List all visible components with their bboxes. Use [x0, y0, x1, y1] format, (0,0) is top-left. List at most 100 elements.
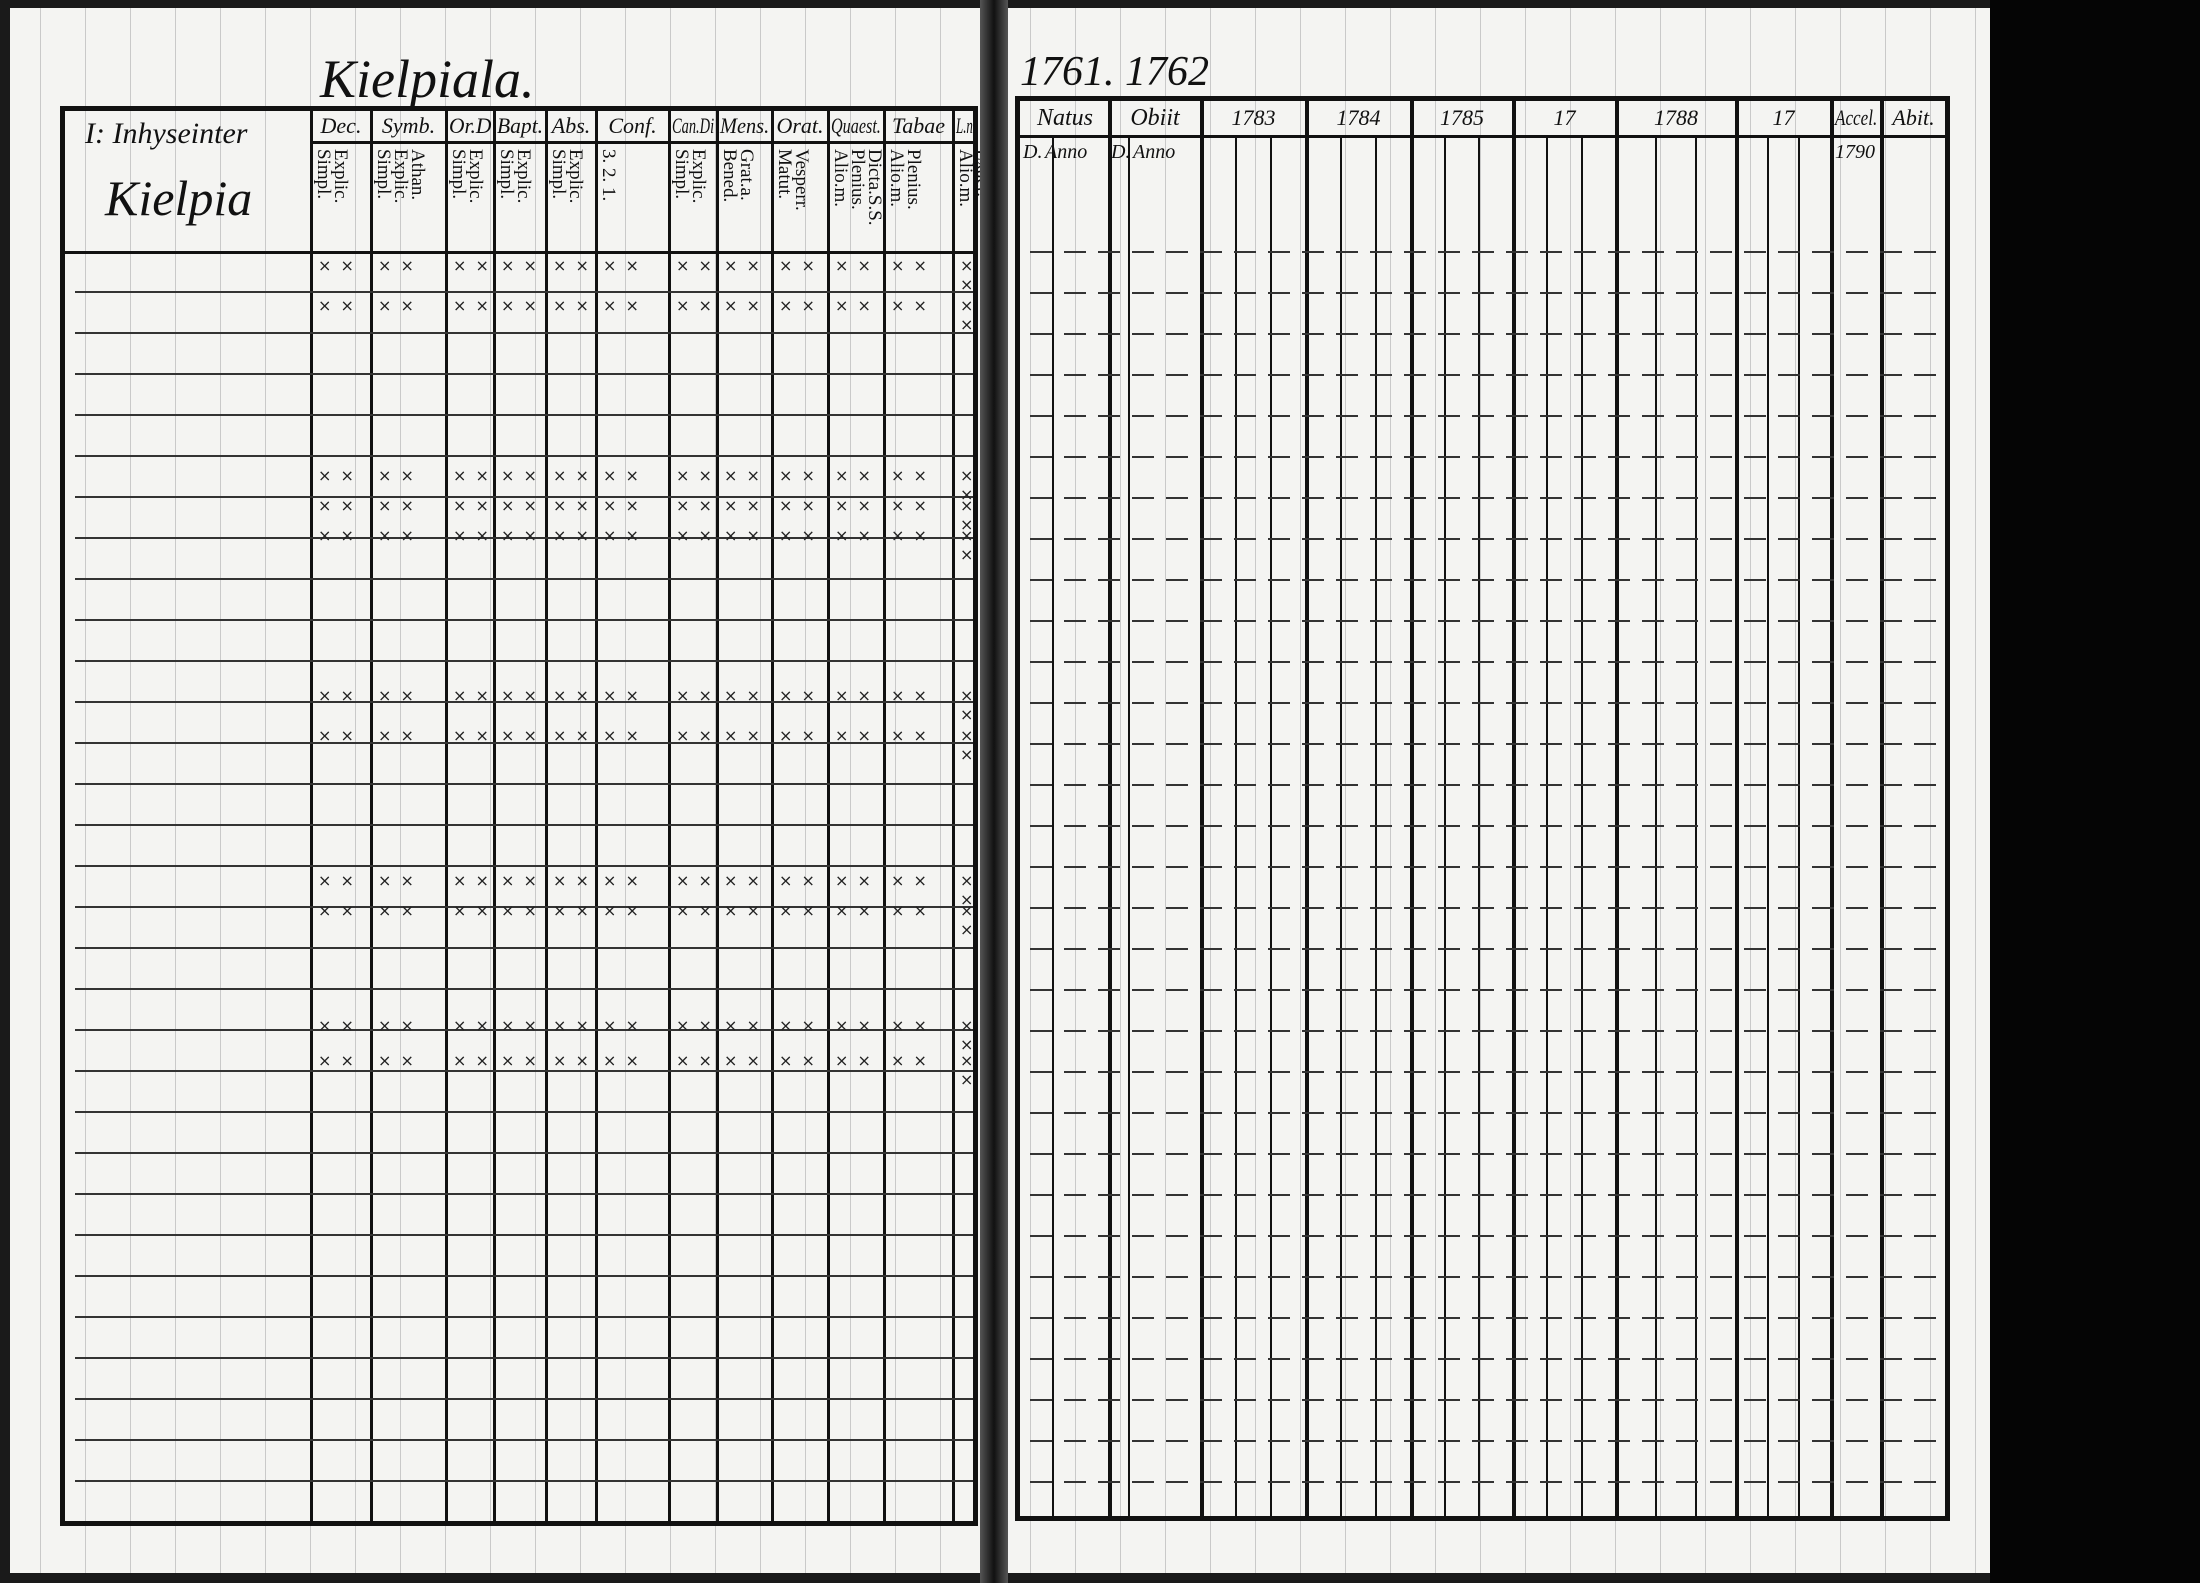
tick-mark: × × [724, 686, 762, 705]
page-title: Kielpiala. [320, 49, 535, 109]
tick-mark: × × [553, 901, 591, 920]
tick-mark: × × [501, 871, 539, 890]
column-subheader: Explic. Simpl. [448, 149, 486, 204]
tick-mark: × × [960, 901, 976, 939]
column-divider [1735, 101, 1739, 1516]
column-subheader: Explic. Simpl. [671, 149, 709, 204]
tick-mark: × × [553, 1051, 591, 1070]
tick-mark: × × [501, 296, 539, 315]
tick-mark: × × [453, 466, 491, 485]
column-header: Mens. [720, 113, 770, 138]
column-header: 17 [1772, 105, 1795, 130]
row-rule [75, 1193, 973, 1195]
tick-mark: × × [318, 466, 356, 485]
row-rule [75, 496, 973, 498]
column-divider [1615, 101, 1619, 1516]
tick-mark: × × [835, 686, 873, 705]
column-header: Conf. [608, 113, 657, 138]
tick-mark: × × [960, 526, 976, 564]
tick-mark: × × [318, 871, 356, 890]
tick-mark: × × [676, 1016, 714, 1035]
column-divider [545, 111, 548, 1521]
column-divider [668, 111, 671, 1521]
tick-mark: × × [960, 296, 976, 334]
tick-mark: × × [553, 256, 591, 275]
tick-mark: × × [603, 686, 641, 705]
tick-mark: × × [779, 296, 817, 315]
left-page: Kielpiala. I: Inhyseinter Kielpia Dec. Ex… [10, 8, 993, 1573]
tick-mark: × × [453, 296, 491, 315]
tick-mark: × × [724, 496, 762, 515]
column-subheader: Explic. Simpl. [496, 149, 534, 204]
tick-mark: × × [501, 526, 539, 545]
tick-mark: × × [318, 901, 356, 920]
tick-mark: × × [378, 256, 416, 275]
tick-mark: × × [603, 1016, 641, 1035]
tick-mark: × × [453, 496, 491, 515]
tick-mark: × × [501, 466, 539, 485]
tick-mark: × × [779, 526, 817, 545]
tick-mark: × × [779, 686, 817, 705]
row-rule [1030, 1235, 1945, 1237]
tick-mark: × × [891, 686, 929, 705]
row-rule [75, 414, 973, 416]
column-subheader: 3. 2. 1. [598, 149, 619, 202]
row-rule [1030, 866, 1945, 868]
tick-mark: × × [378, 1016, 416, 1035]
column-header: Natus [1036, 105, 1093, 131]
tick-mark: × × [378, 296, 416, 315]
tick-mark: × × [603, 726, 641, 745]
column-divider [716, 111, 719, 1521]
row-rule [1030, 784, 1945, 786]
tick-mark: × × [676, 496, 714, 515]
tick-mark: × × [891, 901, 929, 920]
tick-mark: × × [835, 871, 873, 890]
row-rule [1030, 825, 1945, 827]
tick-mark: × × [891, 726, 929, 745]
tick-mark: × × [724, 256, 762, 275]
tick-mark: × × [724, 1016, 762, 1035]
column-header: 1783 [1231, 105, 1276, 130]
row-rule [75, 1398, 973, 1400]
tick-mark: × × [453, 726, 491, 745]
row-rule [1030, 620, 1945, 622]
tick-mark: × × [891, 526, 929, 545]
tick-mark: × × [724, 901, 762, 920]
tick-mark: × × [779, 871, 817, 890]
row-rule [75, 701, 973, 703]
column-header: Quaest. [831, 113, 881, 138]
tick-mark: × × [318, 256, 356, 275]
tick-mark: × × [378, 526, 416, 545]
column-header: Can.Di [672, 113, 715, 138]
column-divider [1200, 101, 1204, 1516]
tick-mark: × × [501, 726, 539, 745]
tick-mark: × × [318, 726, 356, 745]
row-rule [75, 1029, 973, 1031]
tick-mark: × × [779, 726, 817, 745]
tick-mark: × × [603, 256, 641, 275]
row-rule [75, 1357, 973, 1359]
tick-mark: × × [960, 1016, 976, 1054]
tick-mark: × × [318, 526, 356, 545]
row-rule [75, 1070, 973, 1072]
tick-mark: × × [378, 496, 416, 515]
book-spine [980, 0, 1008, 1583]
column-subheader: Anno [1133, 141, 1176, 163]
tick-mark: × × [891, 496, 929, 515]
column-header: 1784 [1336, 105, 1381, 130]
column-divider [1108, 101, 1112, 1516]
row-rule [75, 824, 973, 826]
tick-mark: × × [891, 466, 929, 485]
row-rule [1030, 1317, 1945, 1319]
catechetical-table: I: Inhyseinter Kielpia Dec. Explic. Simpl… [60, 106, 993, 1526]
column-subheader: Plenius. Alio.m. [886, 149, 924, 210]
tick-mark: × × [960, 256, 976, 294]
column-header: 1788 [1654, 105, 1698, 130]
tick-mark: × × [553, 466, 591, 485]
tick-mark: × × [318, 686, 356, 705]
tick-mark: × × [603, 466, 641, 485]
row-rule [1030, 948, 1945, 950]
column-divider [493, 111, 496, 1521]
tick-mark: × × [501, 496, 539, 515]
tick-mark: × × [891, 1051, 929, 1070]
